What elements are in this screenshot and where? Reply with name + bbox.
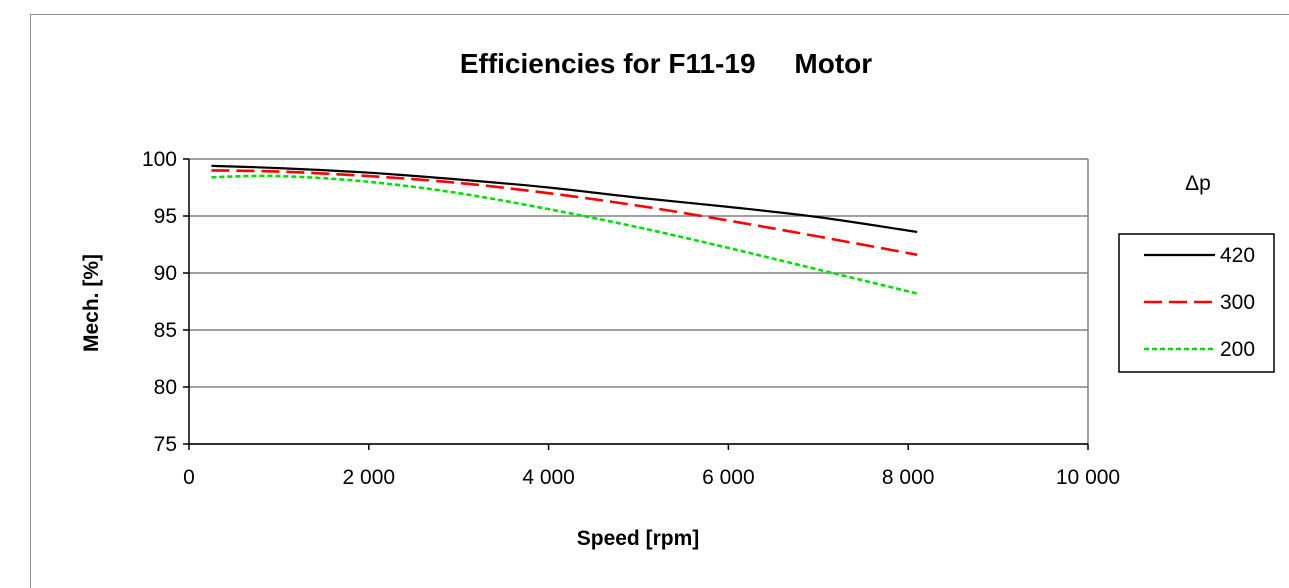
series-line-300 (211, 169, 918, 257)
series-lines (211, 164, 918, 295)
y-tick-label: 80 (154, 376, 177, 399)
y-axis-label: Mech. [%] (80, 254, 103, 352)
legend-label-300: 300 (1220, 291, 1255, 314)
legend-title: Δp (1185, 172, 1211, 195)
legend: 420 300 200 (1118, 233, 1275, 373)
grid (189, 158, 1089, 445)
legend-label-420: 420 (1220, 244, 1255, 267)
y-tick-label: 95 (154, 205, 177, 228)
x-tick-label: 4 000 (522, 466, 575, 489)
y-tick-label: 75 (154, 433, 177, 456)
axes: 75 80 85 90 95 100 0 2 000 4 000 6 000 8 000 10 000 (142, 148, 1120, 489)
x-tick-label: 10 000 (1056, 466, 1120, 489)
legend-label-200: 200 (1220, 338, 1255, 361)
series-line-200 (211, 174, 918, 295)
y-tick-label: 85 (154, 319, 177, 342)
chart-title: Efficiencies for F11-19 Motor (460, 48, 872, 79)
x-tick-label: 2 000 (343, 466, 396, 489)
x-tick-label: 6 000 (702, 466, 755, 489)
x-axis-label: Speed [rpm] (577, 527, 700, 550)
chart-frame (30, 14, 1289, 588)
x-tick-label: 8 000 (882, 466, 935, 489)
y-tick-label: 90 (154, 262, 177, 285)
y-tick-label: 100 (142, 148, 177, 171)
series-line-420 (211, 164, 918, 234)
x-tick-label: 0 (183, 466, 195, 489)
